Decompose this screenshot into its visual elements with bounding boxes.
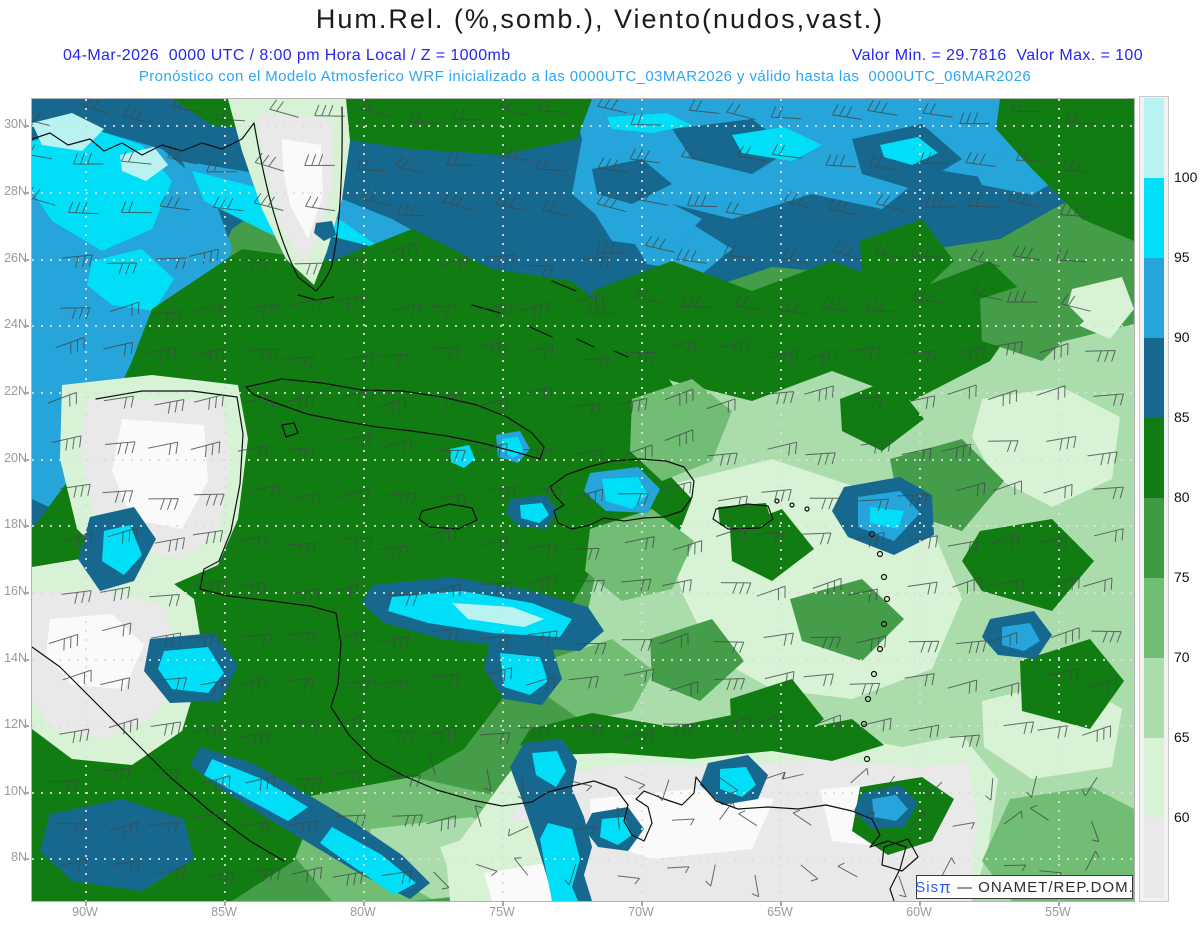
- model-init-line: Pronóstico con el Modelo Atmosferico WRF…: [138, 68, 1032, 85]
- axis-tick-mark: [919, 901, 921, 906]
- axis-tick-label: 14N: [4, 651, 27, 665]
- axis-tick-label: 18N: [4, 517, 27, 531]
- colorbar-segment: [1144, 338, 1164, 418]
- map-title: Hum.Rel. (%,somb.), Viento(nudos,vast.): [315, 4, 885, 34]
- axis-tick-label: 65W: [767, 905, 793, 919]
- axis-tick-label: 55W: [1045, 905, 1071, 919]
- colorbar-segment: [1144, 658, 1164, 738]
- lesser-antilles-islands: [774, 498, 891, 763]
- axis-tick-mark: [24, 592, 29, 594]
- axis-tick-label: 30N: [4, 117, 27, 131]
- colorbar-segment: [1144, 578, 1164, 658]
- agency-label: — ONAMET/REP.DOM.: [951, 878, 1134, 896]
- colorbar-tick-label: 85: [1174, 409, 1190, 425]
- axis-tick-mark: [24, 325, 29, 327]
- axis-tick-mark: [224, 901, 226, 906]
- axis-tick-mark: [85, 901, 87, 906]
- axis-tick-label: 24N: [4, 317, 27, 331]
- axis-tick-label: 26N: [4, 251, 27, 265]
- axis-tick-mark: [24, 125, 29, 127]
- valid-time-line: 04-Mar-2026 0000 UTC / 8:00 pm Hora Loca…: [0, 47, 1200, 67]
- axis-tick-label: 12N: [4, 717, 27, 731]
- axis-tick-label: 8N: [11, 850, 27, 864]
- axis-tick-mark: [363, 901, 365, 906]
- axis-tick-label: 20N: [4, 451, 27, 465]
- axis-tick-mark: [24, 525, 29, 527]
- humidity-field: [32, 99, 1134, 901]
- colorbar-tick-label: 95: [1174, 249, 1190, 265]
- valid-time-text: 04-Mar-2026 0000 UTC / 8:00 pm Hora Loca…: [63, 47, 511, 64]
- axis-tick-mark: [24, 259, 29, 261]
- axis-tick-mark: [24, 858, 29, 860]
- axis-tick-label: 70W: [628, 905, 654, 919]
- axis-tick-mark: [24, 659, 29, 661]
- colorbar-segment: [1144, 418, 1164, 498]
- pi-symbol: π: [939, 877, 952, 897]
- branding-watermark: Sis π — ONAMET/REP.DOM.: [915, 875, 1134, 899]
- axis-tick-mark: [1058, 901, 1060, 906]
- axis-tick-label: 22N: [4, 384, 27, 398]
- axis-tick-mark: [24, 192, 29, 194]
- axis-tick-mark: [780, 901, 782, 906]
- axis-tick-mark: [24, 725, 29, 727]
- wind-barbs: [20, 95, 1124, 898]
- axis-tick-mark: [24, 392, 29, 394]
- colorbar-tick-label: 80: [1174, 489, 1190, 505]
- axis-tick-mark: [24, 459, 29, 461]
- sispi-logo-text: Sis: [915, 878, 940, 896]
- colorbar-segment: [1144, 498, 1164, 578]
- axis-tick-label: 60W: [906, 905, 932, 919]
- colorbar-tick-label: 65: [1174, 729, 1190, 745]
- colorbar-segment: [1144, 818, 1164, 898]
- axis-tick-mark: [502, 901, 504, 906]
- axis-tick-label: 85W: [211, 905, 237, 919]
- axis-tick-label: 80W: [350, 905, 376, 919]
- axis-tick-label: 28N: [4, 184, 27, 198]
- min-max-values: Valor Min. = 29.7816 Valor Max. = 100: [851, 47, 1143, 64]
- colorbar-tick-label: 70: [1174, 649, 1190, 665]
- colorbar-tick-label: 75: [1174, 569, 1190, 585]
- colorbar-tick-label: 60: [1174, 809, 1190, 825]
- forecast-map: [20, 95, 1135, 902]
- colorbar-segment: [1144, 258, 1164, 338]
- axis-tick-label: 75W: [489, 905, 515, 919]
- axis-tick-label: 90W: [72, 905, 98, 919]
- colorbar-segment: [1144, 738, 1164, 818]
- axis-tick-label: 10N: [4, 784, 27, 798]
- colorbar-tick-label: 100: [1174, 169, 1198, 185]
- axis-tick-mark: [24, 792, 29, 794]
- axis-tick-mark: [641, 901, 643, 906]
- colorbar-segment: [1144, 98, 1164, 178]
- axis-tick-label: 16N: [4, 584, 27, 598]
- colorbar-segment: [1144, 178, 1164, 258]
- colorbar-tick-label: 90: [1174, 329, 1190, 345]
